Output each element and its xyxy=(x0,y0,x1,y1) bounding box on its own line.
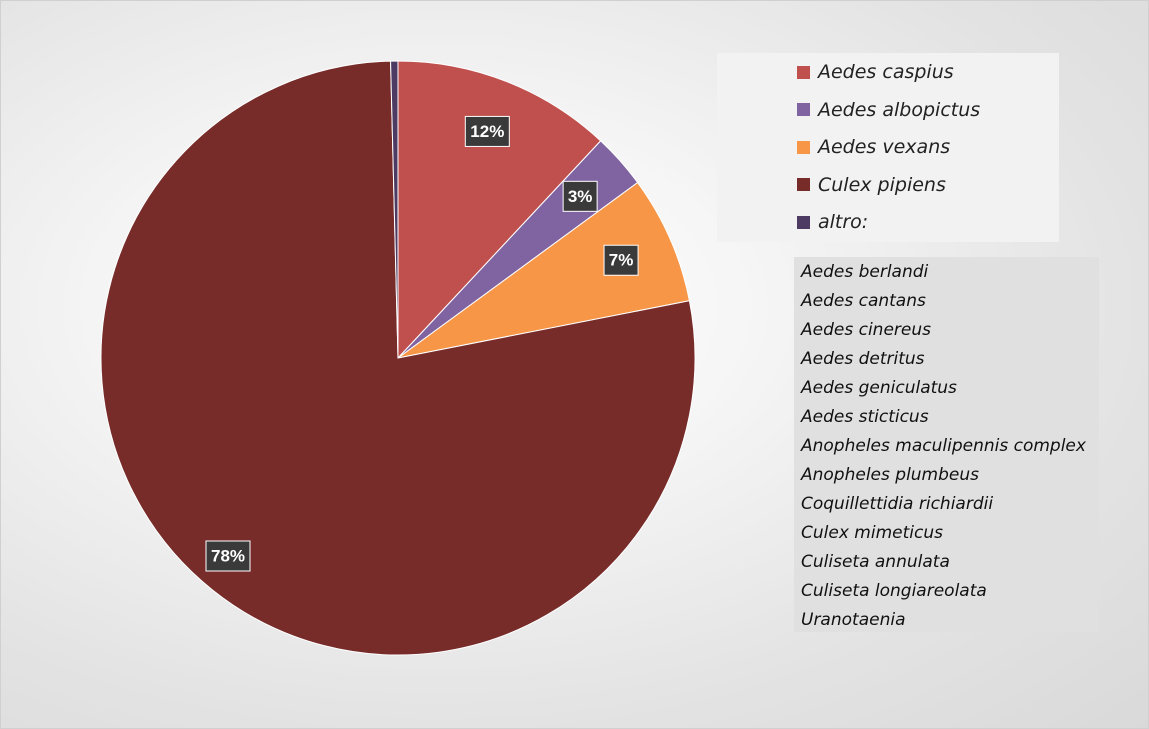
other-species-item: Aedes cantans xyxy=(801,291,926,311)
other-species-list: Aedes berlandi Aedes cantans Aedes cinereu… xyxy=(794,257,1099,632)
other-species-item: Uranotaenia xyxy=(801,610,906,630)
legend-swatch xyxy=(797,65,810,79)
legend-item: Aedes albopictus xyxy=(797,97,980,123)
other-species-item: Culiseta longiareolata xyxy=(801,581,987,601)
legend-label: Culex pipiens xyxy=(818,173,946,196)
legend-item: Aedes vexans xyxy=(797,134,950,160)
legend: Aedes caspius Aedes albopictus Aedes vexan… xyxy=(717,53,1059,242)
other-species-item: Anopheles maculipennis complex xyxy=(801,436,1086,456)
legend-swatch xyxy=(797,140,810,154)
other-species-item: Culex mimeticus xyxy=(801,523,943,543)
other-species-item: Aedes detritus xyxy=(801,349,925,369)
other-species-item: Anopheles plumbeus xyxy=(801,465,980,485)
other-species-item: Aedes sticticus xyxy=(801,407,929,427)
pie-slice-aedes-caspius xyxy=(397,60,602,360)
legend-label: Aedes albopictus xyxy=(818,98,981,121)
legend-item: altro: xyxy=(797,209,868,235)
data-label-aedes-vexans: 7% xyxy=(603,244,639,276)
legend-swatch xyxy=(797,103,810,116)
data-label-text: 7% xyxy=(609,251,634,270)
data-label-box xyxy=(464,115,510,147)
pie-slice-aedes-vexans xyxy=(397,181,691,359)
pie-slice-altro xyxy=(390,60,399,359)
legend-label: altro: xyxy=(818,211,869,233)
other-species-item: Aedes geniculatus xyxy=(801,378,957,398)
other-species-item: Coquillettidia richiardii xyxy=(801,494,994,514)
legend-item: Aedes caspius xyxy=(797,59,954,85)
legend-item: Culex pipiens xyxy=(797,172,946,198)
legend-label: Aedes vexans xyxy=(818,136,951,158)
data-label-text: 78% xyxy=(211,547,245,566)
other-species-item: Culiseta annulata xyxy=(801,552,950,572)
legend-swatch xyxy=(797,178,810,191)
data-label-text: 12% xyxy=(470,122,504,141)
data-label-box xyxy=(205,540,251,572)
pie-slices xyxy=(100,60,696,656)
other-species-item: Aedes cinereus xyxy=(801,320,931,340)
legend-swatch xyxy=(797,215,810,229)
data-label-box xyxy=(562,180,598,212)
data-label-box xyxy=(603,244,639,276)
pie-data-labels: 12% 3% 7% 78% xyxy=(205,115,639,572)
data-label-aedes-caspius: 12% xyxy=(464,115,510,147)
other-species-item: Aedes berlandi xyxy=(801,262,929,282)
legend-label: Aedes caspius xyxy=(818,61,954,83)
data-label-aedes-albopictus: 3% xyxy=(562,180,598,212)
data-label-text: 3% xyxy=(568,187,593,206)
data-label-culex-pipiens: 78% xyxy=(205,540,251,572)
